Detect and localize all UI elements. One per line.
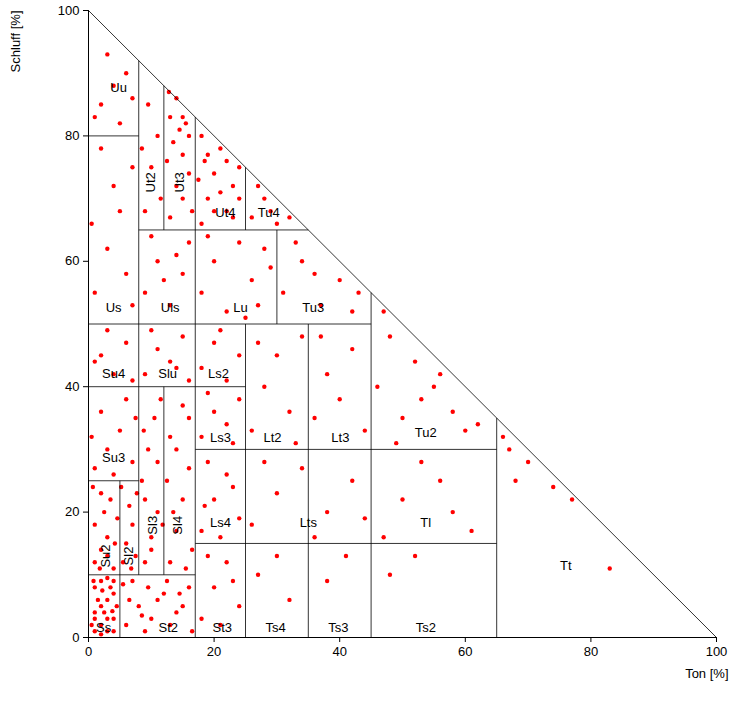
svg-text:Sl2: Sl2 bbox=[121, 547, 136, 566]
svg-text:100: 100 bbox=[706, 644, 728, 659]
svg-text:60: 60 bbox=[65, 253, 79, 268]
svg-text:Su3: Su3 bbox=[102, 450, 125, 465]
svg-text:Ls4: Ls4 bbox=[210, 515, 231, 530]
svg-text:Ut4: Ut4 bbox=[215, 205, 235, 220]
svg-text:20: 20 bbox=[65, 504, 79, 519]
svg-text:40: 40 bbox=[65, 379, 79, 394]
svg-text:Tu3: Tu3 bbox=[302, 300, 324, 315]
svg-text:80: 80 bbox=[65, 128, 79, 143]
svg-text:St2: St2 bbox=[158, 620, 178, 635]
svg-text:Ls3: Ls3 bbox=[210, 430, 231, 445]
svg-text:0: 0 bbox=[85, 644, 92, 659]
svg-text:St3: St3 bbox=[213, 620, 233, 635]
svg-text:Ts4: Ts4 bbox=[266, 620, 286, 635]
svg-text:40: 40 bbox=[332, 644, 346, 659]
svg-text:Ton [%]: Ton [%] bbox=[685, 666, 728, 681]
svg-text:100: 100 bbox=[58, 3, 80, 18]
svg-text:Us: Us bbox=[106, 300, 122, 315]
svg-text:80: 80 bbox=[584, 644, 598, 659]
svg-text:Sl3: Sl3 bbox=[145, 516, 160, 535]
svg-text:Schluff [%]: Schluff [%] bbox=[8, 11, 23, 73]
svg-text:Ss: Ss bbox=[96, 620, 112, 635]
svg-text:Su4: Su4 bbox=[102, 366, 125, 381]
svg-text:Uls: Uls bbox=[161, 300, 180, 315]
svg-text:Su2: Su2 bbox=[98, 544, 113, 567]
svg-text:Tl: Tl bbox=[420, 515, 431, 530]
svg-text:Tu4: Tu4 bbox=[258, 205, 280, 220]
svg-text:Lt2: Lt2 bbox=[263, 430, 281, 445]
svg-text:0: 0 bbox=[72, 630, 79, 645]
svg-text:Uu: Uu bbox=[110, 80, 127, 95]
svg-text:Lts: Lts bbox=[300, 515, 318, 530]
svg-text:Slu: Slu bbox=[158, 366, 177, 381]
svg-text:Ts3: Ts3 bbox=[328, 620, 348, 635]
svg-text:Ls2: Ls2 bbox=[208, 366, 229, 381]
svg-text:Tu2: Tu2 bbox=[415, 425, 437, 440]
svg-text:Sl4: Sl4 bbox=[170, 516, 185, 535]
svg-text:Ut2: Ut2 bbox=[143, 172, 158, 192]
svg-text:Lu: Lu bbox=[233, 300, 247, 315]
svg-text:60: 60 bbox=[458, 644, 472, 659]
svg-text:20: 20 bbox=[207, 644, 221, 659]
svg-text:Ut3: Ut3 bbox=[172, 172, 187, 192]
svg-text:Lt3: Lt3 bbox=[331, 430, 349, 445]
svg-text:Tt: Tt bbox=[560, 558, 572, 573]
svg-text:Ts2: Ts2 bbox=[416, 620, 436, 635]
